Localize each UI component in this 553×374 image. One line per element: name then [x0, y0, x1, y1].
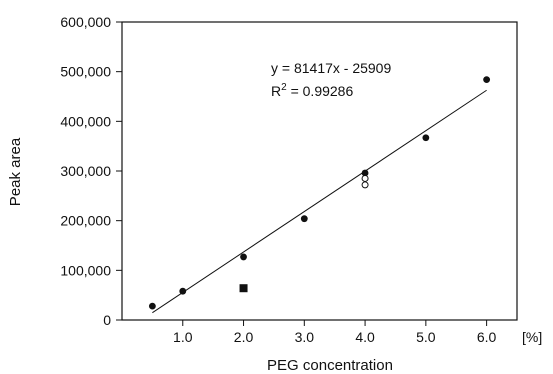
x-tick-label: 1.0 [173, 329, 193, 345]
equation-annotation: y = 81417x - 25909 [271, 60, 391, 76]
filled-circle-point [148, 302, 156, 310]
filled-circle-point [240, 253, 247, 261]
r2-label: R [271, 83, 281, 99]
filled-square-point [239, 284, 248, 293]
fit-line-group [152, 89, 487, 314]
y-axis-title: Peak area [7, 137, 24, 206]
y-tick-label: 200,000 [60, 213, 111, 229]
x-tick-label: 2.0 [234, 329, 254, 345]
filled-circle-point [179, 287, 187, 295]
y-tick-label: 100,000 [60, 262, 111, 278]
x-tick-label: 5.0 [416, 329, 436, 345]
x-tick-label: 3.0 [295, 329, 315, 345]
x-tick-label: 4.0 [355, 329, 375, 345]
ticks: 0 100,000 200,000 300,000 400,000 500,000 600,… [60, 14, 496, 345]
filled-circle-point [361, 169, 369, 177]
x-tick-label: 6.0 [477, 329, 497, 345]
regression-line [152, 89, 487, 314]
r2-superscript: 2 [281, 82, 287, 93]
y-tick-label: 500,000 [60, 64, 111, 80]
open-circle-point [361, 181, 369, 189]
open-circle-point [361, 174, 369, 182]
y-tick-label: 300,000 [60, 163, 111, 179]
r-squared-annotation: R2 = 0.99286 [271, 82, 353, 99]
y-tick-label: 600,000 [60, 14, 111, 30]
x-unit-label: [%] [522, 329, 542, 345]
filled-circle-point [300, 215, 308, 223]
y-tick-label: 400,000 [60, 113, 111, 129]
data-points [148, 76, 491, 310]
y-tick-label: 0 [103, 312, 111, 328]
r2-value: = 0.99286 [287, 83, 354, 99]
filled-circle-point [422, 134, 430, 142]
filled-circle-point [483, 76, 491, 84]
x-axis-title: PEG concentration [267, 357, 393, 374]
